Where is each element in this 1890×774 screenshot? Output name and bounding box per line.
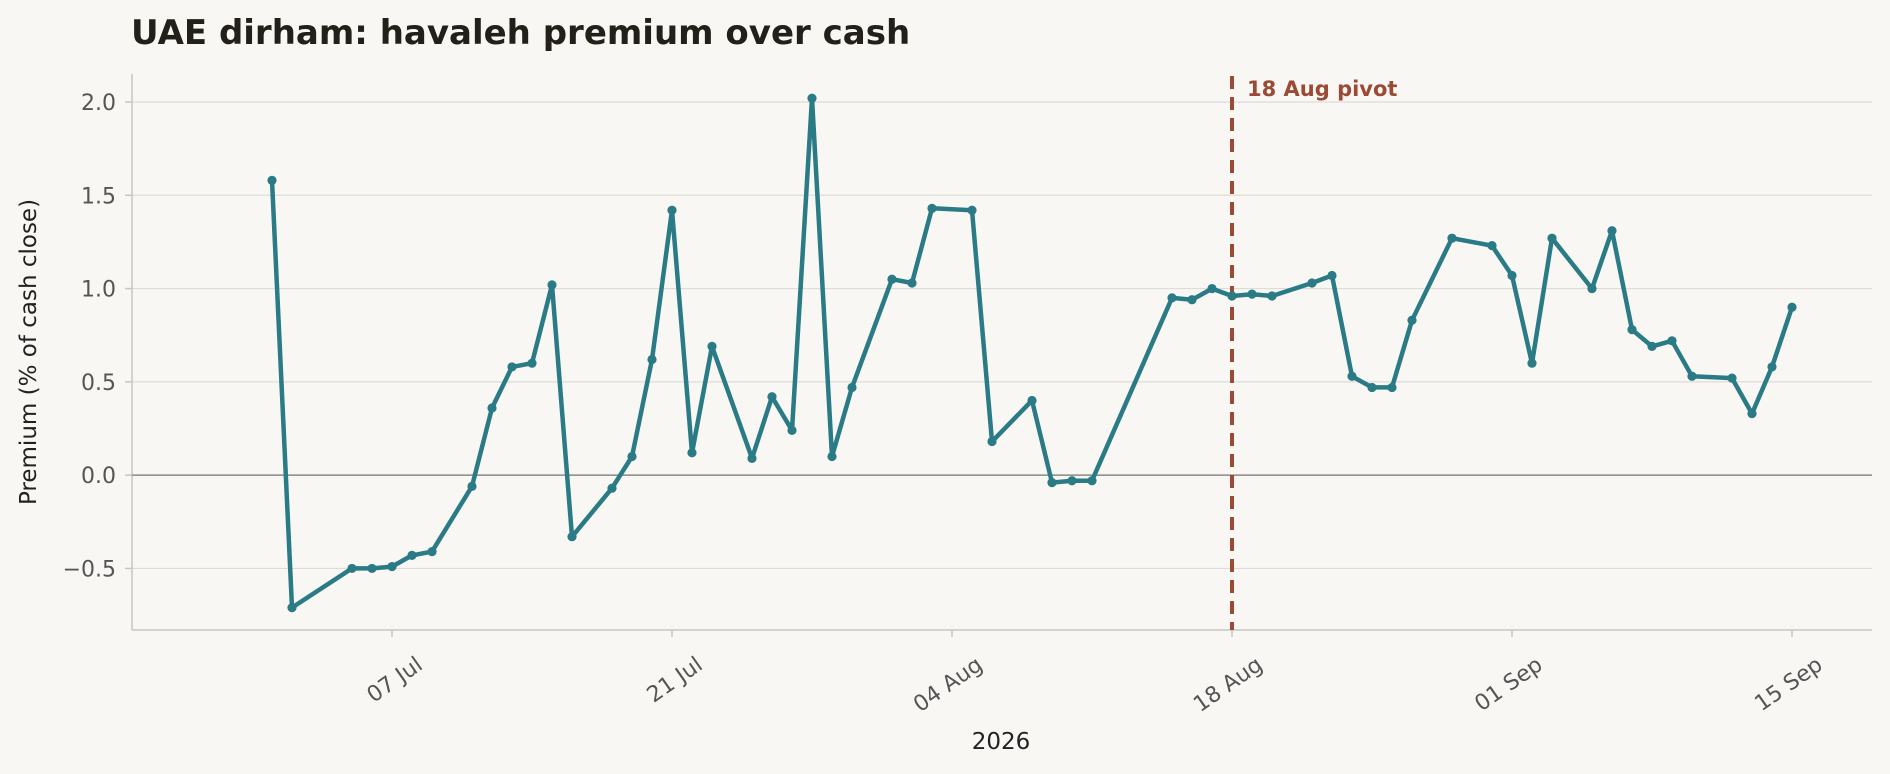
data-point: [427, 547, 437, 557]
data-point: [1087, 476, 1097, 486]
data-point: [407, 550, 417, 560]
data-point: [707, 341, 717, 352]
data-point: [847, 382, 857, 393]
data-point: [1187, 295, 1197, 305]
data-point: [547, 280, 557, 290]
y-tick-label: 1.0: [81, 278, 116, 303]
data-point: [1747, 408, 1757, 419]
data-point: [1447, 233, 1457, 243]
y-tick-label: 2.0: [81, 91, 116, 116]
data-point: [1667, 336, 1677, 346]
x-axis-label: 2026: [972, 729, 1031, 755]
data-point: [1587, 283, 1597, 294]
data-point: [827, 451, 837, 462]
data-point: [667, 205, 677, 215]
data-point: [1547, 233, 1557, 243]
data-point: [1267, 291, 1277, 301]
axes: [131, 74, 1872, 631]
data-point: [807, 93, 817, 103]
data-point: [1647, 341, 1657, 352]
data-point: [1227, 291, 1237, 301]
data-point: [967, 205, 977, 215]
ticks: −0.5 0.0 0.5 1.0 1.5 2.0 07 Jul 21 Jul 04 Aug 18 …: [63, 91, 1828, 718]
data-point: [1767, 362, 1777, 372]
data-point: [1347, 371, 1357, 381]
data-point: [567, 532, 577, 542]
data-point: [507, 362, 517, 372]
data-point: [347, 563, 357, 574]
data-point: [1367, 382, 1377, 393]
data-point: [647, 354, 657, 365]
data-point: [527, 358, 537, 368]
data-point: [1687, 371, 1697, 381]
data-point: [767, 392, 777, 402]
y-tick-label: 0.5: [81, 371, 116, 396]
data-point: [927, 203, 937, 213]
x-tick-label: 07 Jul: [363, 652, 428, 708]
data-point: [1507, 270, 1517, 281]
series-line: [269, 96, 1795, 610]
data-point: [1787, 302, 1797, 312]
data-point: [1307, 278, 1317, 288]
chart-title: UAE dirham: havaleh premium over cash: [131, 13, 910, 53]
y-tick-label: 1.5: [81, 184, 116, 209]
data-point: [627, 451, 637, 462]
data-point: [1627, 325, 1637, 335]
y-tick-label: 0.0: [81, 464, 116, 489]
data-point: [747, 453, 757, 463]
data-point: [887, 274, 897, 284]
data-point: [367, 563, 377, 574]
x-tick-label: 15 Sep: [1750, 652, 1827, 716]
data-point: [1527, 358, 1537, 368]
gridlines: [132, 101, 1872, 570]
data-point: [987, 436, 997, 447]
x-tick-label: 04 Aug: [909, 652, 987, 717]
data-point: [1387, 382, 1397, 393]
data-point: [907, 278, 917, 288]
data-point: [687, 448, 697, 458]
data-point: [467, 481, 477, 491]
data-point: [287, 603, 297, 613]
data-point: [1327, 270, 1337, 281]
data-point: [1487, 241, 1497, 251]
data-point: [1727, 373, 1737, 383]
data-point: [1167, 293, 1177, 303]
data-point: [1027, 395, 1037, 406]
data-point: [1407, 315, 1417, 325]
data-point: [1247, 289, 1257, 299]
plot-area: 18 Aug pivot: [132, 76, 1872, 630]
x-tick-label: 21 Jul: [643, 652, 708, 708]
pivot-label: 18 Aug pivot: [1247, 77, 1397, 101]
data-point: [487, 403, 497, 413]
x-tick-label: 18 Aug: [1189, 652, 1267, 717]
x-tick-label: 01 Sep: [1470, 652, 1547, 716]
data-point: [267, 175, 277, 185]
data-point: [387, 561, 397, 572]
data-point: [1607, 226, 1617, 236]
data-point: [1067, 476, 1077, 486]
y-axis-label: Premium (% of cash close): [16, 199, 42, 505]
data-point: [1047, 478, 1057, 488]
data-point: [607, 483, 617, 493]
data-point: [1207, 283, 1217, 294]
data-point: [787, 425, 797, 435]
y-tick-label: −0.5: [63, 557, 116, 582]
